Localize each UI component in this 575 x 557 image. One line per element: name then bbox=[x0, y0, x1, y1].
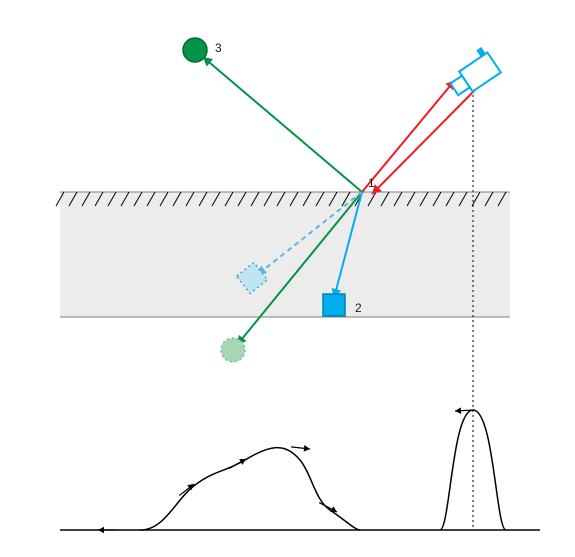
ray-red-incoming bbox=[372, 90, 475, 194]
marker-green-ghost-circle bbox=[221, 338, 245, 362]
arrowhead bbox=[455, 407, 461, 414]
diagram-canvas: 1 2 3 bbox=[0, 0, 575, 557]
ray-red-outgoing bbox=[362, 80, 455, 192]
arrowhead bbox=[98, 527, 104, 534]
medium-slab bbox=[60, 192, 510, 317]
marker-blue-square bbox=[323, 294, 345, 316]
label-2: 2 bbox=[355, 301, 362, 315]
arrowhead bbox=[304, 445, 310, 452]
ray-green-reflected bbox=[203, 57, 362, 192]
waveform-hump-left bbox=[140, 448, 360, 530]
camera-icon bbox=[443, 46, 501, 99]
marker-green-circle bbox=[183, 38, 207, 62]
label-1: 1 bbox=[368, 176, 375, 190]
label-3: 3 bbox=[215, 41, 222, 55]
